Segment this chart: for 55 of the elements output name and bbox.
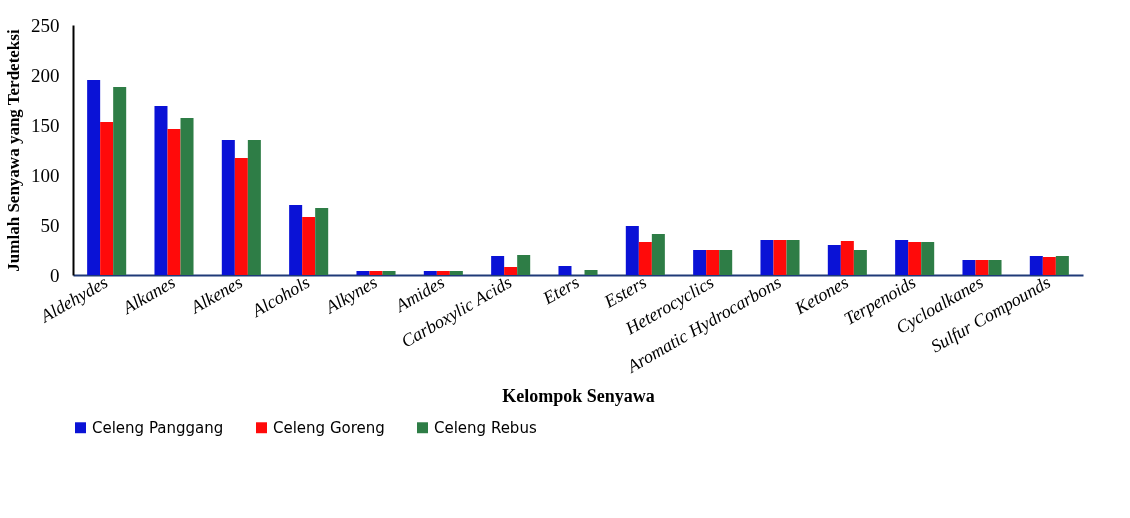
bar <box>921 242 935 275</box>
bar <box>853 250 867 275</box>
bar <box>773 240 787 275</box>
bar <box>221 140 235 275</box>
bar <box>962 260 976 275</box>
bar <box>382 271 396 275</box>
bar <box>908 242 922 275</box>
bar <box>234 158 248 275</box>
bar <box>491 256 505 275</box>
bar <box>1042 257 1056 275</box>
legend-label: Celeng Rebus <box>434 418 537 437</box>
legend-label: Celeng Goreng <box>273 418 385 437</box>
bar <box>693 250 707 275</box>
bar <box>895 240 909 275</box>
bar <box>356 271 370 275</box>
bar <box>113 87 127 275</box>
bar <box>315 208 329 275</box>
bar <box>719 250 733 275</box>
bar <box>449 271 463 275</box>
bar <box>827 245 841 275</box>
bar <box>760 240 774 275</box>
bar <box>786 240 800 275</box>
bar <box>302 217 316 275</box>
bar <box>180 118 194 275</box>
y-tick-label: 150 <box>31 114 60 136</box>
y-tick-label: 200 <box>31 64 60 86</box>
bar <box>625 226 639 275</box>
bar <box>1055 256 1069 275</box>
y-tick-label: 50 <box>40 214 60 236</box>
bar <box>840 241 854 275</box>
bar <box>1029 256 1043 275</box>
bar <box>988 260 1002 275</box>
bar <box>87 80 101 275</box>
bar <box>706 250 720 275</box>
bar <box>517 255 531 275</box>
bar <box>423 271 437 275</box>
bar <box>247 140 261 275</box>
bar <box>975 260 989 275</box>
y-tick-label: 250 <box>31 14 60 36</box>
bar <box>558 266 572 275</box>
bar <box>154 106 168 275</box>
legend-label: Celeng Panggang <box>92 418 224 437</box>
y-tick-label: 100 <box>31 164 60 186</box>
bar <box>289 205 303 275</box>
y-axis-title: Jumlah Senyawa yang Terdeteksi <box>4 29 23 272</box>
bar <box>100 122 114 275</box>
bar <box>504 267 518 275</box>
bar <box>651 234 665 275</box>
bar <box>638 242 652 275</box>
bar <box>167 129 181 275</box>
bar <box>584 270 598 275</box>
x-axis-title: Kelompok Senyawa <box>502 386 655 407</box>
x-tick-label: Eters <box>538 271 583 309</box>
bar <box>369 271 383 275</box>
bar <box>436 271 450 275</box>
